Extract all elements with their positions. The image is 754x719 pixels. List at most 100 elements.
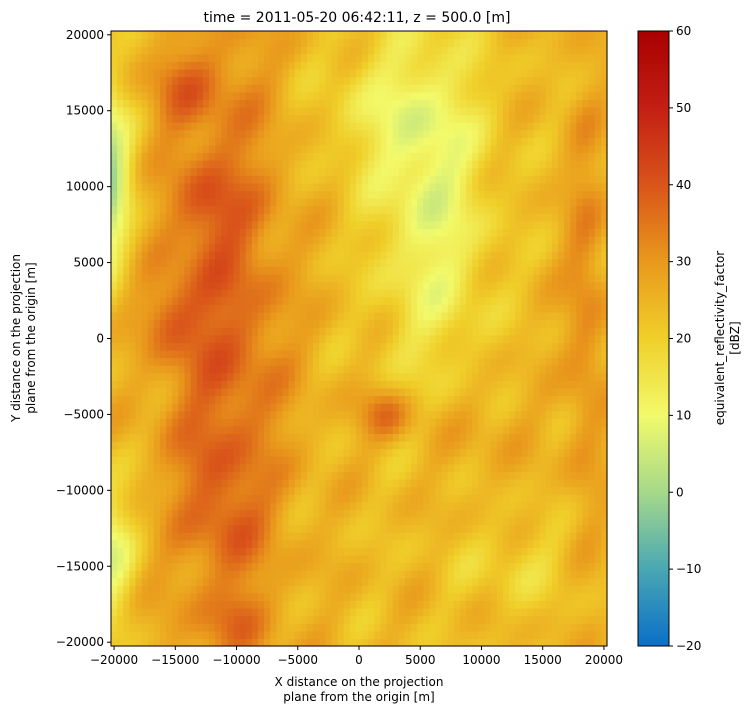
heatmap-cell — [251, 395, 259, 404]
heatmap-cell — [551, 198, 559, 207]
heatmap-cell — [147, 478, 155, 488]
heatmap-cell — [117, 311, 124, 321]
heatmap-cell — [527, 273, 535, 283]
heatmap-cell — [172, 441, 179, 450]
heatmap-cell — [202, 410, 210, 419]
heatmap-cell — [337, 532, 345, 541]
heatmap-cell — [368, 175, 375, 184]
heatmap-cell — [190, 205, 198, 214]
heatmap-cell — [564, 441, 571, 450]
heatmap-cell — [545, 410, 553, 419]
heatmap-cell — [288, 198, 296, 207]
heatmap-cell — [466, 524, 473, 533]
heatmap-cell — [172, 334, 179, 343]
heatmap-cell — [172, 478, 179, 488]
heatmap-cell — [117, 175, 124, 184]
heatmap-cell — [166, 547, 173, 556]
heatmap-cell — [300, 608, 308, 617]
heatmap-cell — [417, 258, 424, 267]
heatmap-cell — [282, 425, 290, 434]
heatmap-cell — [429, 327, 437, 336]
heatmap-cell — [417, 608, 424, 617]
heatmap-cell — [276, 311, 284, 321]
heatmap-cell — [215, 441, 222, 450]
heatmap-cell — [404, 327, 412, 336]
heatmap-cell — [362, 539, 369, 548]
heatmap-cell — [239, 175, 247, 184]
heatmap-cell — [374, 554, 382, 564]
heatmap-cell — [386, 456, 394, 465]
heatmap-cell — [343, 463, 351, 472]
heatmap-cell — [123, 592, 130, 602]
heatmap-cell — [178, 608, 186, 617]
heatmap-cell — [527, 547, 535, 556]
heatmap-cell — [129, 532, 137, 541]
heatmap-cell — [178, 198, 186, 207]
heatmap-cell — [435, 334, 443, 343]
heatmap-cell — [190, 349, 198, 359]
heatmap-cell — [166, 228, 173, 237]
heatmap-plot — [111, 31, 608, 647]
heatmap-cell — [276, 448, 284, 457]
heatmap-cell — [441, 190, 449, 199]
heatmap-cell — [135, 524, 143, 533]
heatmap-cell — [276, 562, 284, 571]
heatmap-cell — [257, 190, 265, 199]
heatmap-cell — [570, 410, 577, 419]
heatmap-cell — [398, 205, 406, 214]
heatmap-cell — [331, 243, 339, 252]
heatmap-cell — [343, 532, 351, 541]
heatmap-cell — [172, 403, 179, 412]
heatmap-cell — [398, 494, 406, 503]
heatmap-cell — [257, 387, 265, 397]
heatmap-cell — [153, 532, 161, 541]
heatmap-cell — [215, 600, 222, 609]
heatmap-cell — [166, 448, 173, 457]
heatmap-cell — [564, 630, 571, 639]
heatmap-cell — [521, 273, 528, 283]
heatmap-cell — [221, 198, 228, 207]
heatmap-cell — [159, 592, 167, 602]
heatmap-cell — [257, 198, 265, 207]
heatmap-cell — [215, 258, 222, 267]
heatmap-cell — [558, 471, 565, 480]
heatmap-cell — [392, 243, 400, 252]
heatmap-cell — [404, 471, 412, 480]
heatmap-cell — [233, 342, 241, 351]
heatmap-cell — [135, 509, 143, 518]
heatmap-cell — [141, 494, 149, 503]
heatmap-cell — [325, 243, 333, 252]
heatmap-cell — [184, 410, 192, 419]
heatmap-cell — [539, 266, 547, 275]
heatmap-cell — [172, 319, 179, 328]
heatmap-cell — [153, 448, 161, 457]
heatmap-cell — [123, 258, 130, 267]
heatmap-cell — [496, 524, 504, 533]
heatmap-cell — [159, 403, 167, 412]
heatmap-cell — [202, 243, 210, 252]
heatmap-cell — [551, 403, 559, 412]
heatmap-cell — [343, 205, 351, 214]
heatmap-cell — [558, 418, 565, 427]
heatmap-cell — [245, 304, 253, 313]
heatmap-cell — [325, 448, 333, 457]
heatmap-cell — [331, 357, 339, 366]
heatmap-cell — [215, 319, 222, 328]
heatmap-cell — [355, 471, 363, 480]
heatmap-cell — [466, 372, 473, 381]
heatmap-cell — [331, 205, 339, 214]
heatmap-cell — [239, 532, 247, 541]
heatmap-cell — [196, 266, 204, 275]
heatmap-cell — [221, 182, 228, 192]
heatmap-cell — [527, 319, 535, 328]
heatmap-cell — [111, 600, 118, 609]
heatmap-cell — [564, 319, 571, 328]
heatmap-cell — [435, 403, 443, 412]
heatmap-cell — [453, 494, 461, 503]
heatmap-cell — [484, 486, 492, 495]
heatmap-cell — [466, 380, 473, 389]
heatmap-cell — [594, 471, 602, 480]
heatmap-cell — [227, 471, 235, 480]
heatmap-cell — [349, 539, 357, 548]
heatmap-cell — [294, 357, 302, 366]
